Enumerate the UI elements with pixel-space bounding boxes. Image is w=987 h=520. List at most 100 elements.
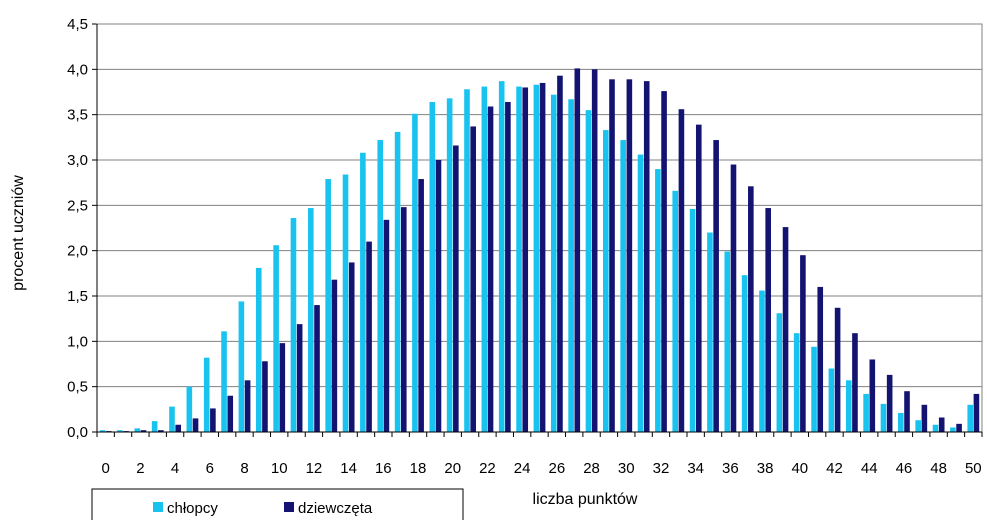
bar-chlopcy — [863, 393, 869, 432]
bar-dziewczeta — [331, 279, 338, 432]
bar-dziewczeta — [314, 305, 320, 432]
bar-chlopcy — [967, 404, 974, 432]
plot-area-border — [96, 23, 983, 433]
bar-chlopcy — [151, 421, 158, 432]
bar-chlopcy — [203, 357, 210, 432]
x-tick-label: 44 — [861, 460, 878, 477]
bar-dziewczeta — [470, 126, 476, 432]
bar-chlopcy — [932, 424, 939, 432]
legend-label-chlopcy: chłopcy — [167, 500, 218, 517]
bar-chlopcy — [776, 313, 783, 432]
bar-chlopcy — [620, 140, 626, 432]
bar-chlopcy — [134, 428, 141, 432]
bar-dziewczeta — [210, 408, 216, 432]
y-tick-label: 4,0 — [67, 61, 88, 78]
x-tick-label: 8 — [240, 460, 248, 477]
bar-chlopcy — [655, 169, 661, 433]
bar-chlopcy — [915, 420, 921, 432]
bar-dziewczeta — [886, 374, 893, 432]
bar-dziewczeta — [262, 361, 268, 432]
bar-chlopcy — [325, 179, 331, 432]
bar-chlopcy — [186, 386, 193, 432]
bar-dziewczeta — [279, 343, 286, 432]
bar-dziewczeta — [453, 145, 459, 432]
x-tick-label: 10 — [271, 460, 288, 477]
x-tick-label: 30 — [618, 460, 635, 477]
x-tick-label: 40 — [791, 460, 808, 477]
bar-chlopcy — [707, 232, 713, 432]
x-tick-label: 20 — [444, 460, 461, 477]
x-tick-label: 2 — [136, 460, 144, 477]
bar-dziewczeta — [227, 395, 234, 432]
bar-chlopcy — [117, 430, 123, 432]
bar-chlopcy — [759, 290, 765, 432]
bar-dziewczeta — [938, 417, 945, 432]
bar-chlopcy — [880, 403, 887, 432]
bar-dziewczeta — [800, 255, 806, 432]
bar-dziewczeta — [244, 380, 251, 432]
bar-dziewczeta — [400, 207, 407, 432]
x-tick-label: 12 — [306, 460, 323, 477]
bar-dziewczeta — [713, 140, 719, 432]
bar-chlopcy — [672, 190, 679, 432]
bar-chlopcy — [533, 84, 540, 432]
x-tick-label: 32 — [653, 460, 670, 477]
x-tick-label: 0 — [102, 460, 110, 477]
bar-dziewczeta — [574, 68, 581, 432]
bar-chlopcy — [99, 430, 106, 432]
legend-swatch-dziewczeta — [284, 502, 294, 512]
bar-chlopcy — [498, 81, 505, 433]
bar-dziewczeta — [661, 91, 667, 433]
bar-dziewczeta — [695, 124, 702, 432]
x-tick-label: 22 — [479, 460, 496, 477]
bar-dziewczeta — [678, 109, 685, 432]
bar-dziewczeta — [765, 208, 771, 432]
bar-chlopcy — [811, 346, 817, 432]
x-tick-label: 50 — [965, 460, 982, 477]
bar-dziewczeta — [366, 241, 372, 432]
bar-dziewczeta — [487, 106, 494, 433]
x-tick-label: 6 — [206, 460, 214, 477]
bar-dziewczeta — [973, 393, 980, 432]
x-tick-label: 36 — [722, 460, 739, 477]
bar-chlopcy — [828, 368, 835, 432]
bar-dziewczeta — [348, 262, 355, 432]
y-tick-label: 4,5 — [67, 16, 88, 33]
bars — [99, 68, 980, 433]
bar-dziewczeta — [383, 219, 390, 432]
axes — [96, 23, 983, 437]
bar-chlopcy — [377, 140, 384, 432]
x-tick-label: 24 — [514, 460, 531, 477]
bar-chlopcy — [689, 208, 696, 432]
y-tick-label: 3,0 — [67, 152, 88, 169]
x-tick-label: 26 — [549, 460, 566, 477]
y-tick-label: 0,5 — [67, 379, 88, 396]
bar-dziewczeta — [956, 423, 962, 432]
bar-chlopcy — [568, 99, 574, 433]
y-tick-label: 1,0 — [67, 333, 88, 350]
bar-chlopcy — [950, 427, 956, 432]
bar-chlopcy — [169, 406, 175, 432]
bar-dziewczeta — [418, 179, 424, 432]
bar-chlopcy — [585, 110, 592, 432]
x-tick-label: 4 — [171, 460, 179, 477]
y-tick-label: 1,5 — [67, 288, 88, 305]
bar-chlopcy — [446, 98, 453, 432]
y-tick-label: 2,5 — [67, 197, 88, 214]
y-tick-label: 3,5 — [67, 107, 88, 124]
bar-dziewczeta — [782, 227, 789, 432]
bar-chlopcy — [308, 208, 314, 432]
bar-dziewczeta — [591, 69, 598, 432]
legend: chłopcy dziewczęta — [91, 488, 464, 520]
x-axis-title: liczba punktów — [533, 491, 638, 508]
y-axis-title: procent uczniów — [10, 175, 27, 291]
x-tick-label: 34 — [687, 460, 704, 477]
bar-dziewczeta — [158, 430, 164, 432]
x-axis-tick-labels: 0 2 4 6 8 10 12 14 16 18 20 22 24 26 28 30 32 34 36 38 40 42 4… — [102, 460, 982, 477]
bar-dziewczeta — [175, 424, 181, 432]
bar-chlopcy — [429, 101, 436, 433]
bar-dziewczeta — [834, 307, 841, 432]
x-tick-label: 42 — [826, 460, 843, 477]
bar-chlopcy — [793, 333, 800, 432]
